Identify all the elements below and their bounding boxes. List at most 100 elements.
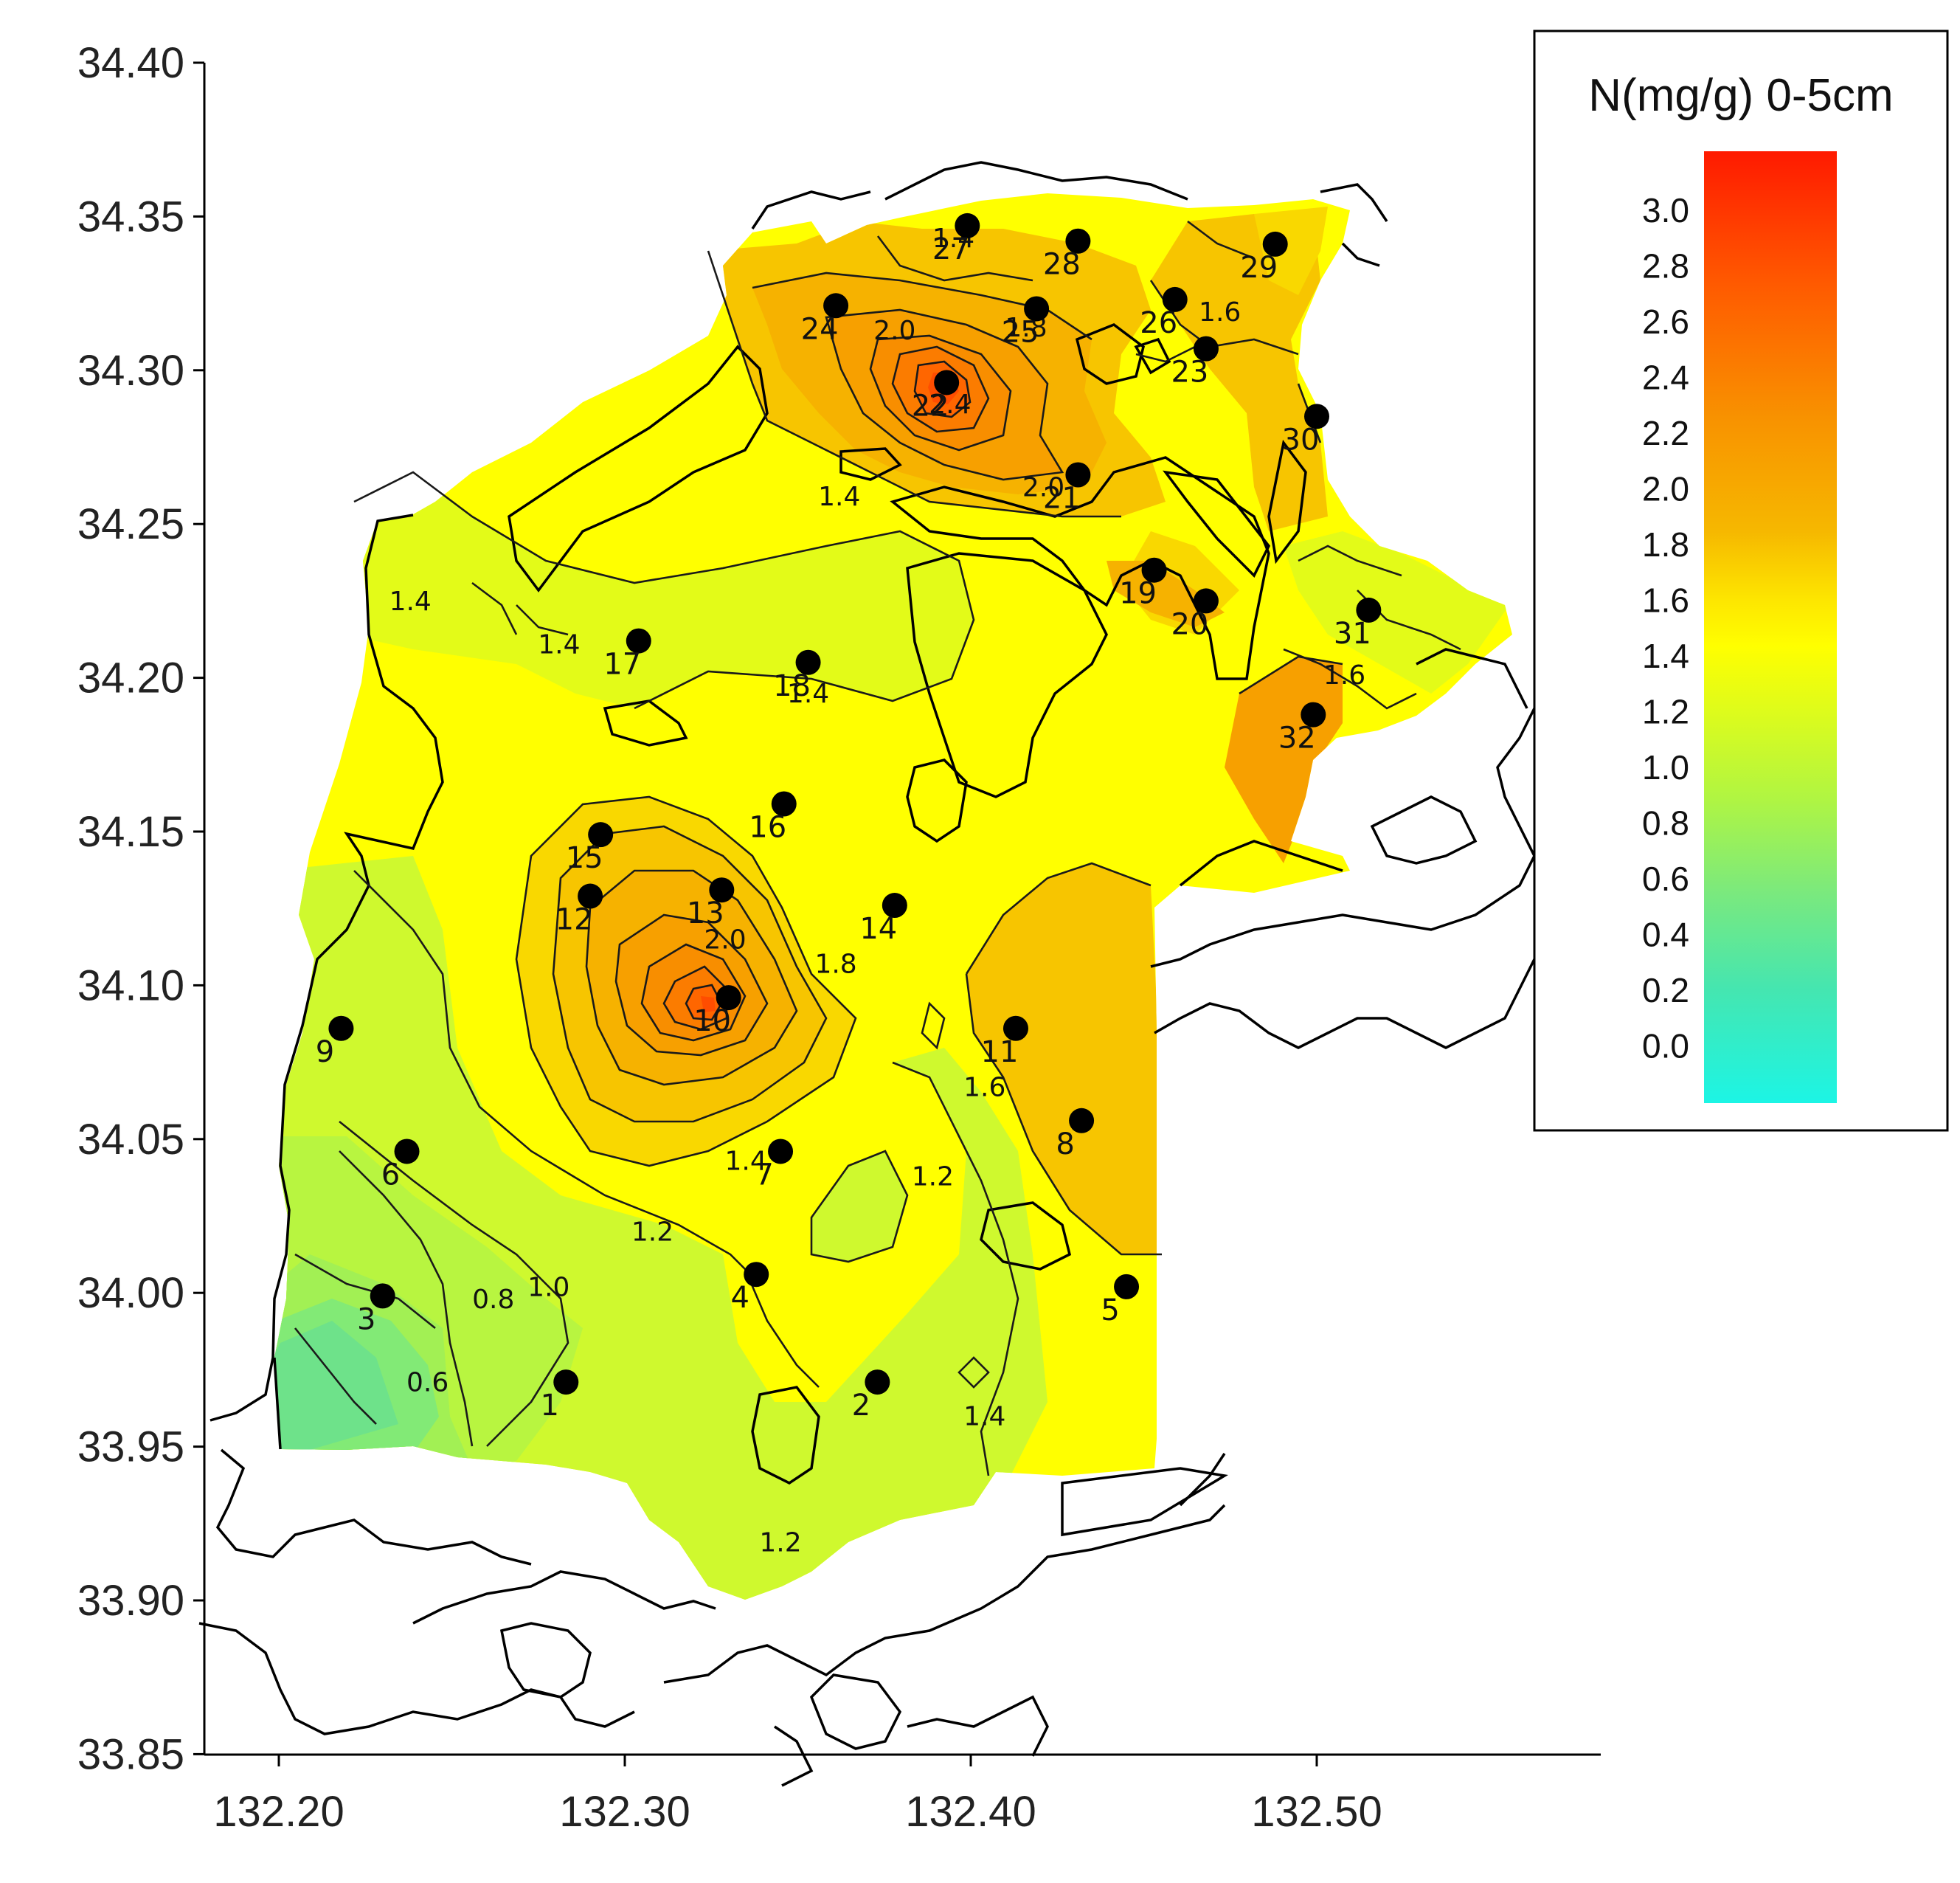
station-marker: 16	[749, 791, 797, 844]
station-label: 15	[566, 841, 603, 875]
legend: N(mg/g) 0-5cm 3.0 2.8 2.6 2.4 2.2 2.0 1.8 1.6 1.…	[1533, 30, 1949, 1132]
station-marker: 19	[1119, 557, 1167, 611]
contour-label: 1.8	[814, 950, 856, 980]
contour-label: 0.6	[406, 1368, 449, 1398]
station-dot	[934, 370, 960, 395]
station-label: 5	[1101, 1293, 1119, 1327]
station-marker: 22	[912, 370, 960, 423]
contour-label: 1.4	[389, 587, 432, 617]
station-marker: 20	[1171, 588, 1219, 641]
station-dot	[823, 293, 849, 319]
x-axis-ticks: 132.20 132.30 132.40 132.50	[213, 1755, 1382, 1836]
station-label: 21	[1043, 482, 1081, 516]
station-marker: 30	[1282, 404, 1329, 457]
station-label: 6	[381, 1158, 400, 1192]
station-dot	[865, 1369, 890, 1395]
contour-label: 1.4	[787, 679, 829, 709]
station-label: 9	[316, 1035, 334, 1069]
station-dot	[1024, 296, 1050, 322]
station-dot	[768, 1139, 794, 1164]
station-marker: 4	[730, 1262, 769, 1315]
contour-label: 1.4	[963, 1401, 1005, 1431]
station-dot	[1356, 597, 1382, 623]
legend-tick-label: 2.4	[1642, 359, 1689, 397]
station-marker: 32	[1278, 702, 1326, 756]
station-marker: 7	[755, 1139, 794, 1192]
legend-tick-label: 1.4	[1642, 637, 1689, 675]
station-label: 19	[1119, 577, 1157, 611]
y-tick-label: 34.35	[77, 193, 184, 241]
station-dot	[1065, 228, 1091, 254]
station-label: 29	[1240, 251, 1278, 285]
station-label: 31	[1334, 617, 1371, 651]
legend-tick-label: 1.8	[1642, 525, 1689, 564]
legend-title: N(mg/g) 0-5cm	[1588, 70, 1893, 121]
station-dot	[709, 877, 735, 903]
legend-ticks: 3.0 2.8 2.6 2.4 2.2 2.0 1.8 1.6 1.4 1.2 1.0 0.8 0.6 0…	[1642, 191, 1689, 1065]
station-dot	[1069, 1108, 1095, 1133]
legend-tick-label: 0.6	[1642, 860, 1689, 898]
station-marker: 13	[687, 877, 735, 930]
legend-tick-label: 2.2	[1642, 414, 1689, 452]
station-dot	[1193, 336, 1219, 362]
station-dot	[955, 213, 980, 238]
station-label: 3	[357, 1302, 375, 1336]
y-tick-label: 34.05	[77, 1116, 184, 1164]
y-axis-ticks: 34.40 34.35 34.30 34.25 34.20 34.15 34.10 34.05…	[77, 39, 204, 1778]
x-tick-label: 132.40	[905, 1788, 1036, 1836]
station-label: 10	[693, 1004, 731, 1038]
legend-tick-label: 0.4	[1642, 916, 1689, 954]
legend-tick-label: 1.6	[1642, 581, 1689, 620]
station-dot	[1065, 462, 1091, 488]
station-marker: 18	[773, 649, 821, 703]
legend-tick-label: 0.0	[1642, 1027, 1689, 1065]
contour-label: 1.4	[538, 629, 580, 660]
station-label: 13	[687, 896, 724, 930]
station-marker: 14	[859, 893, 907, 946]
contour-label: 1.2	[912, 1161, 954, 1192]
station-dot	[578, 883, 603, 909]
station-marker: 6	[381, 1139, 420, 1192]
station-dot	[1301, 702, 1326, 728]
station-dot	[1162, 286, 1188, 312]
station-marker: 3	[357, 1283, 395, 1336]
station-label: 2	[852, 1389, 870, 1423]
contour-label: 2.4	[929, 390, 971, 420]
station-label: 26	[1140, 306, 1177, 340]
station-label: 14	[859, 912, 897, 946]
station-dot	[370, 1283, 395, 1309]
legend-tick-label: 2.0	[1642, 470, 1689, 508]
legend-tick-label: 1.0	[1642, 748, 1689, 787]
station-label: 25	[1002, 315, 1039, 349]
station-marker: 1	[541, 1369, 579, 1423]
station-marker: 25	[1002, 296, 1050, 349]
y-tick-label: 34.00	[77, 1269, 184, 1317]
station-label: 18	[773, 669, 811, 703]
legend-tick-label: 3.0	[1642, 191, 1689, 229]
station-dot	[1002, 1015, 1028, 1041]
station-dot	[626, 628, 651, 654]
station-marker: 5	[1101, 1274, 1140, 1327]
axes: 34.40 34.35 34.30 34.25 34.20 34.15 34.10 34.05…	[77, 39, 1601, 1836]
x-tick-label: 132.20	[213, 1788, 344, 1836]
station-marker: 11	[981, 1015, 1028, 1069]
legend-tick-label: 2.8	[1642, 247, 1689, 286]
contour-lines	[294, 220, 1461, 1476]
station-label: 28	[1043, 248, 1081, 282]
station-label: 32	[1278, 722, 1316, 756]
station-dot	[1304, 404, 1329, 429]
y-tick-label: 33.90	[77, 1577, 184, 1625]
station-label: 8	[1056, 1127, 1074, 1161]
station-label: 30	[1282, 423, 1320, 457]
station-marker: 2	[852, 1369, 890, 1423]
station-label: 22	[912, 389, 949, 423]
y-tick-label: 33.95	[77, 1423, 184, 1471]
station-dot	[394, 1139, 420, 1164]
y-tick-label: 34.10	[77, 961, 184, 1009]
station-marker: 10	[693, 985, 741, 1038]
y-tick-label: 34.15	[77, 808, 184, 856]
contour-label: 1.2	[631, 1217, 673, 1247]
station-label: 7	[755, 1158, 773, 1192]
